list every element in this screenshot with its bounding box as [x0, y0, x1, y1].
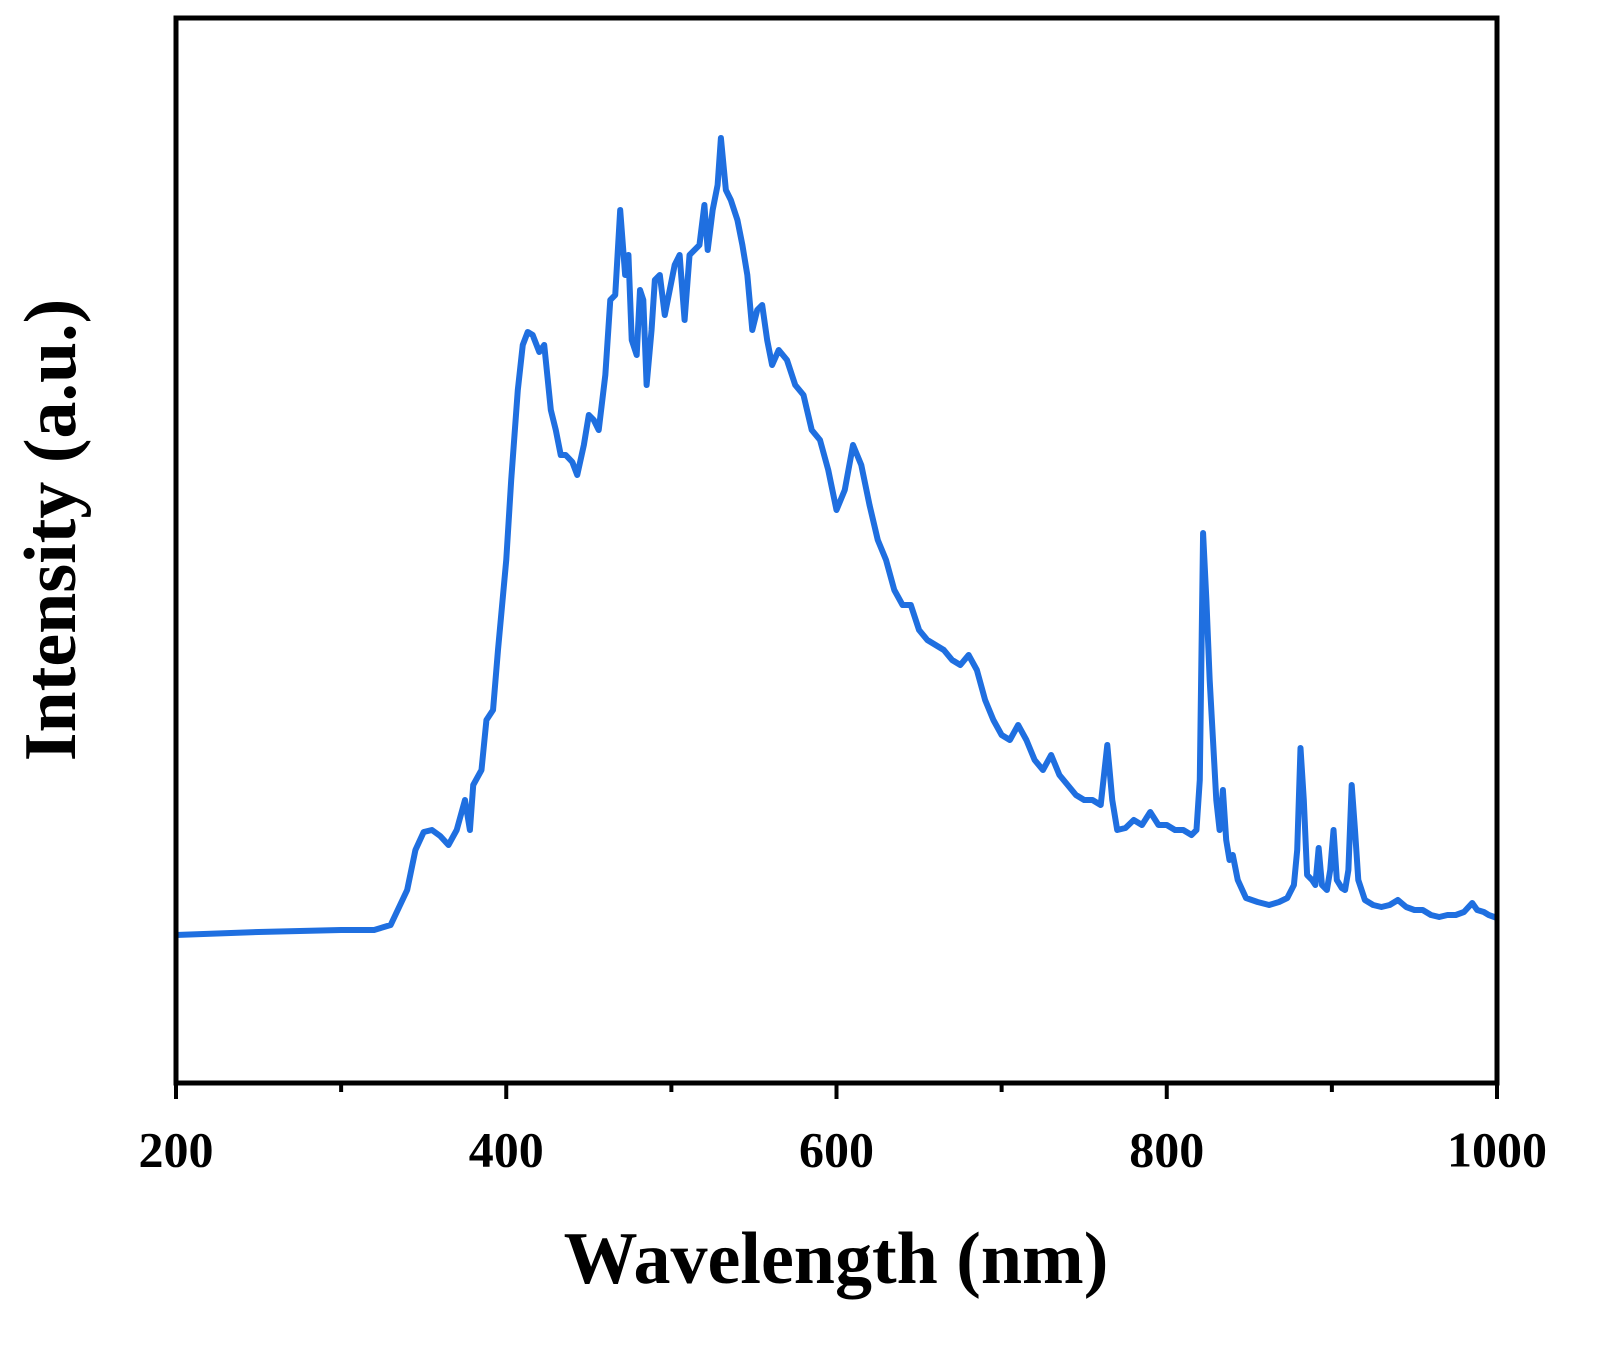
x-tick-label: 800: [1129, 1121, 1204, 1177]
x-tick-label: 200: [139, 1121, 214, 1177]
x-tick-label: 400: [469, 1121, 544, 1177]
x-axis-label: Wavelength (nm): [564, 1218, 1109, 1300]
x-tick-label: 600: [799, 1121, 874, 1177]
spectrum-line: [175, 135, 1499, 938]
plot-frame: [173, 15, 1500, 1086]
y-axis-label: Intensity (a.u.): [10, 299, 92, 762]
x-tick-label: 1000: [1447, 1121, 1547, 1177]
